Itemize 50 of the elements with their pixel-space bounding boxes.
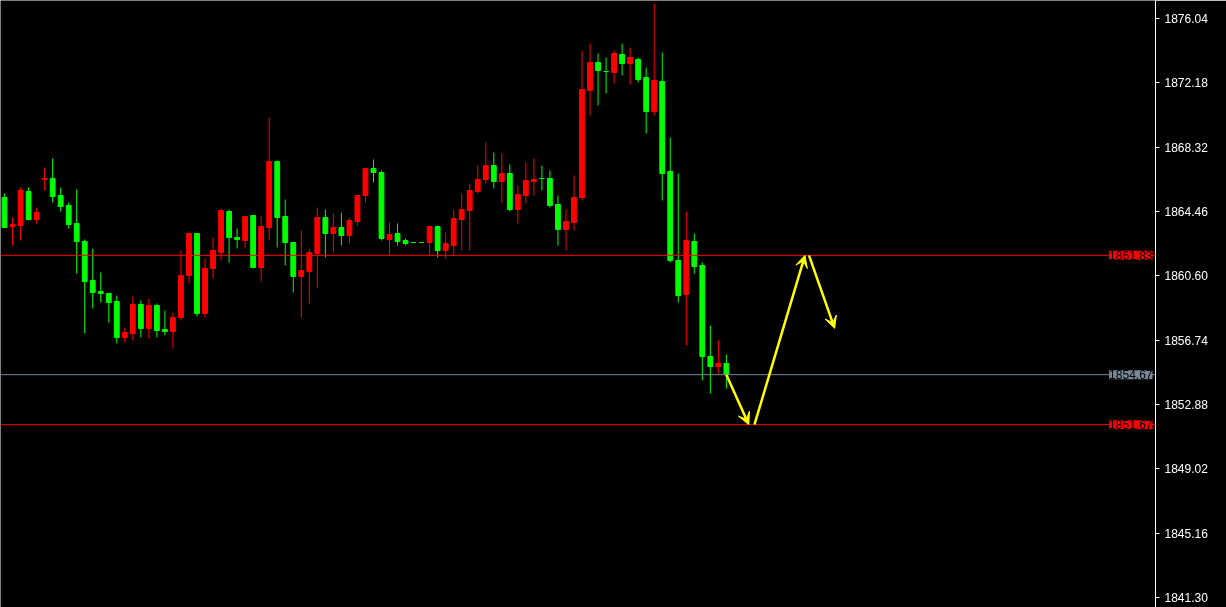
- candlestick: [73, 189, 80, 274]
- y-tick-label: 1876.04: [1164, 12, 1209, 26]
- y-tick-label: 1856.74: [1164, 333, 1209, 348]
- candlestick: [97, 272, 104, 303]
- candlestick: [627, 47, 634, 85]
- y-tick-label: 1841.30: [1164, 591, 1209, 605]
- candlestick: [89, 248, 96, 309]
- candlestick: [522, 162, 529, 204]
- candlestick: [490, 152, 497, 189]
- candlestick: [514, 185, 521, 224]
- y-tick-label: 1872.18: [1164, 76, 1209, 91]
- candlestick: [723, 354, 730, 389]
- y-tick-label: 1845.16: [1164, 526, 1209, 541]
- y-tick-label: 1868.32: [1164, 140, 1209, 155]
- candlestick: [474, 165, 481, 194]
- candlestick: [170, 312, 176, 349]
- candlestick: [145, 298, 152, 339]
- candlestick: [105, 293, 112, 323]
- candlestick: [65, 202, 72, 229]
- candlestick: [330, 213, 337, 253]
- ref-line-label: 1851.67: [1109, 418, 1153, 433]
- y-tick-label: 1860.60: [1164, 269, 1209, 284]
- y-tick-label: 1849.02: [1164, 462, 1209, 477]
- candlestick: [715, 340, 722, 374]
- candlestick: [137, 300, 144, 338]
- candlestick: [619, 43, 626, 76]
- candlestick: [458, 193, 465, 251]
- candlestick: [57, 187, 64, 212]
- candlestick: [563, 209, 569, 251]
- candlestick: [635, 57, 642, 83]
- ref-line-label: 1861.83: [1109, 248, 1153, 263]
- candlestick: [234, 228, 241, 249]
- y-tick-label: 1864.46: [1164, 205, 1209, 219]
- candlestick: [322, 209, 329, 258]
- candlestick: [595, 53, 601, 106]
- candlestick: [482, 142, 489, 184]
- candlestick: [530, 158, 537, 196]
- candlestick: [498, 153, 505, 203]
- candlestick: [434, 225, 441, 258]
- ref-line-label: 1854.67: [1109, 368, 1153, 383]
- candlestick: [242, 216, 249, 249]
- candlestick: [162, 310, 168, 336]
- candlestick: [49, 158, 56, 203]
- candlestick: [346, 217, 353, 244]
- candlestick: [707, 325, 714, 394]
- candlestick: [338, 212, 345, 246]
- candlestick: [41, 167, 48, 191]
- y-tick-label: 1852.88: [1164, 398, 1209, 412]
- candlestick: [611, 50, 617, 84]
- candlestick: [466, 183, 473, 251]
